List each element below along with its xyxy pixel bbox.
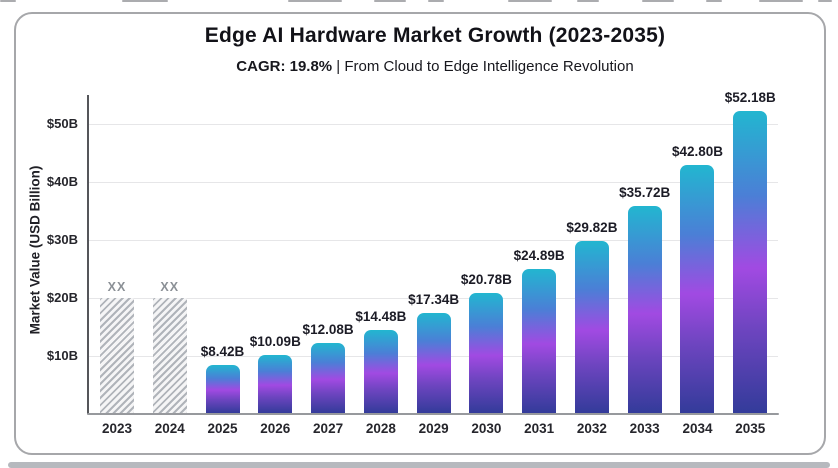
bar-value-label-2027: $12.08B <box>302 322 354 338</box>
cropped-text-remnant <box>706 0 722 2</box>
chart-subtitle: CAGR: 19.8% | From Cloud to Edge Intelli… <box>16 58 838 75</box>
bar-2034 <box>680 165 715 414</box>
bar-value-label-2023: XX <box>107 279 127 294</box>
y-tick-label-20b: $20B <box>46 289 78 305</box>
x-tick-label-2023: 2023 <box>101 421 133 436</box>
x-tick-label-2024: 2024 <box>154 421 185 436</box>
x-tick-label-2025: 2025 <box>207 421 238 436</box>
cropped-text-remnant <box>122 0 168 2</box>
bar-2027 <box>311 343 346 414</box>
bar-2031 <box>522 269 557 414</box>
bar-value-label-2028: $14.48B <box>355 308 407 324</box>
bar-2026 <box>258 354 293 414</box>
bar-value-label-2025: $8.42B <box>200 343 245 359</box>
gridline-40b <box>89 181 778 183</box>
cropped-text-remnant <box>759 0 803 2</box>
y-tick-label-50b: $50B <box>46 115 78 131</box>
bar-value-label-2035: $52.18B <box>724 89 776 105</box>
bar-value-label-2029: $17.34B <box>408 291 460 307</box>
x-tick-label-2027: 2027 <box>313 421 344 436</box>
cropped-text-remnant <box>508 0 552 2</box>
y-axis-title: Market Value (USD Billion) <box>27 165 43 335</box>
x-tick-label-2026: 2026 <box>260 421 291 436</box>
x-tick-label-2031: 2031 <box>524 421 555 436</box>
cropped-text-remnant <box>374 0 406 2</box>
bar-2028 <box>363 329 398 414</box>
x-tick-label-2033: 2033 <box>629 421 660 436</box>
gridline-30b <box>89 239 778 241</box>
bar-2032 <box>574 240 609 414</box>
x-tick-label-2035: 2035 <box>735 421 766 436</box>
bar-value-label-2033: $35.72B <box>619 185 671 201</box>
cropped-text-remnant <box>642 0 674 2</box>
bar-2029 <box>416 312 451 414</box>
x-tick-label-2029: 2029 <box>418 421 449 436</box>
bar-value-label-2024: XX <box>160 279 180 294</box>
chart-subtitle-separator: | <box>332 58 345 75</box>
x-axis-line <box>87 412 779 415</box>
x-tick-label-2028: 2028 <box>365 421 396 436</box>
y-tick-label-40b: $40B <box>46 173 78 189</box>
cropped-text-remnant <box>577 0 599 2</box>
cropped-text-remnant <box>428 0 444 2</box>
cropped-text-remnant <box>818 0 832 2</box>
bar-2025 <box>205 364 240 414</box>
chart-subtitle-text: From Cloud to Edge Intelligence Revoluti… <box>344 58 634 75</box>
cropped-text-remnant <box>288 0 342 2</box>
cropped-text-remnant <box>0 0 16 2</box>
y-tick-label-30b: $30B <box>46 231 78 247</box>
bar-value-label-2030: $20.78B <box>460 271 512 287</box>
gridline-20b <box>89 297 778 299</box>
y-axis-line <box>87 95 89 414</box>
bar-value-label-2034: $42.80B <box>671 144 723 160</box>
bar-2030 <box>469 292 504 414</box>
bar-value-label-2031: $24.89B <box>513 248 565 264</box>
cropped-content-below <box>8 462 830 468</box>
bar-2033 <box>627 206 662 414</box>
x-tick-label-2032: 2032 <box>576 421 607 436</box>
bar-2024 <box>152 297 187 414</box>
bar-value-label-2032: $29.82B <box>566 219 618 235</box>
y-tick-label-10b: $10B <box>46 347 78 363</box>
chart-subtitle-cagr: CAGR: 19.8% <box>236 58 333 75</box>
chart-title: Edge AI Hardware Market Growth (2023-203… <box>204 24 666 47</box>
x-tick-label-2034: 2034 <box>682 421 713 436</box>
bar-value-label-2026: $10.09B <box>249 333 301 349</box>
bar-2023 <box>100 297 134 414</box>
gridline-50b <box>89 123 778 125</box>
bar-2035 <box>733 110 768 414</box>
x-tick-label-2030: 2030 <box>471 421 502 436</box>
